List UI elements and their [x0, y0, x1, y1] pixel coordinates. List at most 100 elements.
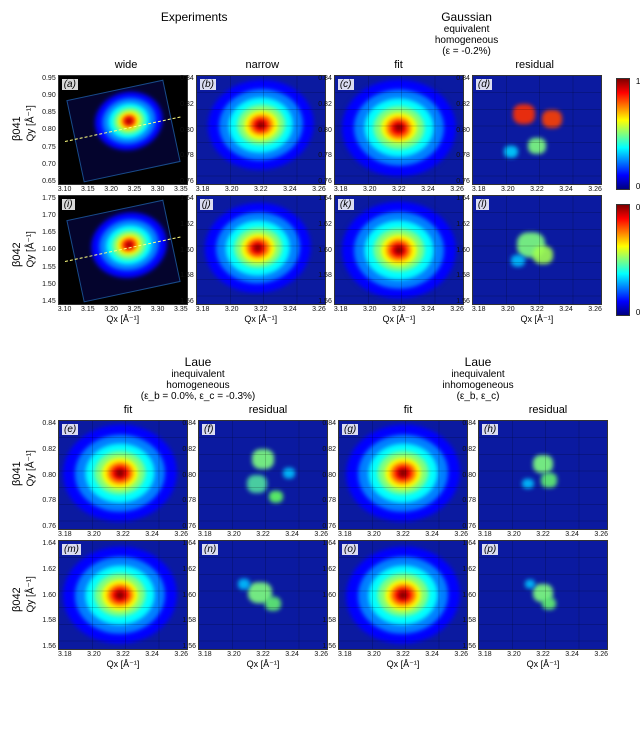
y-ticks: 0.840.820.800.780.76	[176, 420, 196, 530]
y-ticks: 1.641.621.601.581.56	[176, 540, 196, 650]
col2-fit2: fit	[338, 402, 478, 418]
colorbar-intensity: 1.00.0 Intensity	[616, 78, 630, 190]
y-ticks: 1.641.621.601.581.56	[450, 195, 470, 305]
panel-letter: (o)	[342, 544, 358, 555]
hdr-laue-hom: Laue inequivalent homogeneous (ε_b = 0.0…	[58, 355, 338, 402]
block2-col-headers: fit residual fit residual	[58, 402, 630, 418]
x-ticks: 3.183.203.223.243.26	[338, 650, 468, 658]
heatmap-panel: (b)	[196, 75, 326, 185]
heatmap-panel: (f)	[198, 420, 328, 530]
panel-l: 1.641.621.601.581.56 (l) 3.183.203.223.2…	[472, 195, 610, 325]
col-fit: fit	[330, 57, 466, 73]
heatmap-panel: (i)	[58, 195, 188, 305]
x-axis-label: Qx [Å⁻¹]	[478, 659, 608, 670]
heatmap-panel: (d)	[472, 75, 602, 185]
colorbar-ticks: 0.20.0	[636, 203, 640, 317]
hdr-laue-inh: Laue inequivalent inhomogeneous (ε_b, ε_…	[338, 355, 618, 402]
y-ticks: 0.840.820.800.780.76	[174, 75, 194, 185]
heatmap-panel: (k)	[334, 195, 464, 305]
x-ticks: 3.183.203.223.243.26	[198, 530, 328, 538]
x-ticks: 3.183.203.223.243.26	[334, 305, 464, 313]
x-axis-label: Qx [Å⁻¹]	[338, 659, 468, 670]
block-laue: Laue inequivalent homogeneous (ε_b = 0.0…	[10, 355, 630, 670]
block-gaussian: Experiments Gaussian equivalent homogene…	[10, 10, 630, 325]
hdr-gaussian: Gaussian equivalent homogeneous (ε = -0.…	[330, 10, 602, 57]
panel-letter: (k)	[338, 199, 354, 210]
x-ticks: 3.183.203.223.243.26	[472, 305, 602, 313]
y-ticks: 1.751.701.651.601.551.501.45	[36, 195, 56, 305]
col2-res2: residual	[478, 402, 618, 418]
heatmap-panel: (o)	[338, 540, 468, 650]
row2-β041: β041 Qy [Å⁻¹] 0.840.820.800.780.76 (e) 3…	[10, 420, 630, 538]
y-ticks: 0.840.820.800.780.76	[312, 75, 332, 185]
x-ticks: 3.183.203.223.243.26	[58, 650, 188, 658]
col-narrow: narrow	[194, 57, 330, 73]
panel-letter: (p)	[482, 544, 498, 555]
x-axis-label: Qx [Å⁻¹]	[334, 314, 464, 325]
heatmap-panel: (a)	[58, 75, 188, 185]
x-axis-label: Qx [Å⁻¹]	[472, 314, 602, 325]
col-wide: wide	[58, 57, 194, 73]
hdr-laue-hom-main: Laue	[58, 355, 338, 369]
hdr-laue-hom-sub2: homogeneous	[58, 380, 338, 391]
panel-letter: (e)	[62, 424, 78, 435]
panel-letter: (j)	[200, 199, 213, 210]
panel-h: 0.840.820.800.780.76 (h) 3.183.203.223.2…	[478, 420, 618, 538]
x-ticks: 3.183.203.223.243.26	[58, 530, 188, 538]
hdr-gaussian-main: Gaussian	[330, 10, 602, 24]
hdr-laue-inh-sub1: inequivalent	[338, 369, 618, 380]
hdr-experiments: Experiments	[58, 10, 330, 57]
x-ticks: 3.183.203.223.243.26	[338, 530, 468, 538]
y-ticks: 0.840.820.800.780.76	[450, 75, 470, 185]
hdr-laue-inh-main: Laue	[338, 355, 618, 369]
colorbar-residual: 0.20.0 Residual	[616, 204, 630, 316]
heatmap-panel: (h)	[478, 420, 608, 530]
hdr-gaussian-sub1: equivalent	[330, 24, 602, 35]
y-ticks: 0.950.900.850.800.750.700.65	[36, 75, 56, 185]
block1-col-headers: wide narrow fit residual	[58, 57, 630, 73]
y-ticks: 1.641.621.601.581.56	[174, 195, 194, 305]
y-ticks: 1.641.621.601.581.56	[316, 540, 336, 650]
hdr-laue-hom-sub3: (ε_b = 0.0%, ε_c = -0.3%)	[58, 391, 338, 402]
x-ticks: 3.183.203.223.243.26	[196, 185, 326, 193]
y-ticks: 0.840.820.800.780.76	[36, 420, 56, 530]
colorbar-ticks: 1.00.0	[636, 77, 640, 191]
heatmap-panel: (p)	[478, 540, 608, 650]
x-axis-label: Qx [Å⁻¹]	[198, 659, 328, 670]
y-ticks: 0.840.820.800.780.76	[316, 420, 336, 530]
panel-d: 0.840.820.800.780.76 (d) 3.183.203.223.2…	[472, 75, 610, 193]
panel-letter: (h)	[482, 424, 498, 435]
panel-letter: (c)	[338, 79, 354, 90]
hdr-experiments-main: Experiments	[58, 10, 330, 24]
row-label: β041	[11, 127, 23, 141]
heatmap-panel: (m)	[58, 540, 188, 650]
heatmap-panel: (l)	[472, 195, 602, 305]
col2-res1: residual	[198, 402, 338, 418]
col-residual: residual	[467, 57, 603, 73]
heatmap-panel: (c)	[334, 75, 464, 185]
row-β041: β041 Qy [Å⁻¹] 0.950.900.850.800.750.700.…	[10, 75, 630, 193]
hdr-gaussian-sub3: (ε = -0.2%)	[330, 46, 602, 57]
panel-letter: (m)	[62, 544, 81, 555]
x-ticks: 3.183.203.223.243.26	[196, 305, 326, 313]
block1-super-headers: Experiments Gaussian equivalent homogene…	[58, 10, 630, 57]
x-ticks: 3.183.203.223.243.26	[478, 530, 608, 538]
y-axis-label: Qy [Å⁻¹]	[26, 598, 37, 612]
hdr-gaussian-sub2: homogeneous	[330, 35, 602, 46]
row-label: β042	[11, 253, 23, 267]
x-ticks: 3.183.203.223.243.26	[198, 650, 328, 658]
y-ticks: 0.840.820.800.780.76	[456, 420, 476, 530]
panel-letter: (f)	[202, 424, 215, 435]
x-axis-label: Qx [Å⁻¹]	[196, 314, 326, 325]
panel-p: 1.641.621.601.581.56 (p) 3.183.203.223.2…	[478, 540, 618, 670]
heatmap-panel: (e)	[58, 420, 188, 530]
panel-letter: (n)	[202, 544, 218, 555]
row-label: β041	[11, 472, 23, 486]
panel-letter: (a)	[62, 79, 78, 90]
x-ticks: 3.183.203.223.243.26	[472, 185, 602, 193]
row-label: β042	[11, 598, 23, 612]
x-axis-label: Qx [Å⁻¹]	[58, 314, 188, 325]
panel-letter: (l)	[476, 199, 489, 210]
heatmap-panel: (j)	[196, 195, 326, 305]
x-ticks: 3.183.203.223.243.26	[334, 185, 464, 193]
